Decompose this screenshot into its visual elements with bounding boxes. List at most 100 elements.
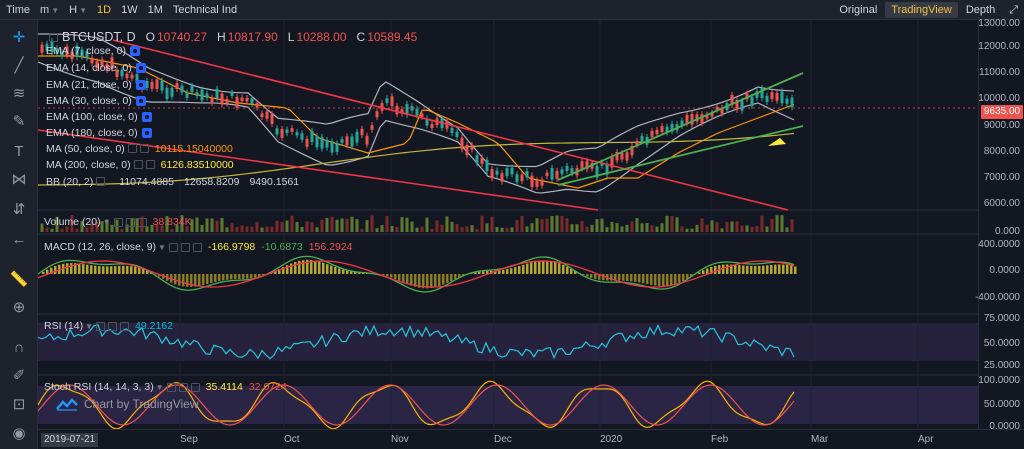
minutes-dropdown[interactable]: m ▼	[36, 2, 63, 18]
indicator-legend-ema7[interactable]: EMA (7, close, 0)	[46, 44, 140, 57]
interval-1w-button[interactable]: 1W	[121, 3, 138, 16]
close-icon[interactable]	[125, 217, 135, 227]
pencil-lock-icon[interactable]: ✐	[12, 367, 26, 384]
macd-legend[interactable]: MACD (12, 26, close, 9) ▼ -166.9798 -10.687…	[44, 241, 353, 253]
volume-bar	[55, 216, 59, 232]
interval-1d-button[interactable]: 1D	[97, 3, 112, 16]
close-value: 10589.45	[367, 30, 418, 44]
stoch-legend[interactable]: Stoch RSI (14, 14, 3, 3) ▼ 35.4114 32.0724	[44, 381, 287, 393]
volume-bar	[280, 221, 284, 232]
prediction-icon[interactable]: ⇵	[12, 201, 26, 218]
macd-hist-bar	[250, 274, 253, 279]
pattern-icon[interactable]: ⋈	[11, 171, 27, 188]
candle-body	[195, 92, 199, 97]
interval-1m-button[interactable]: 1M	[147, 3, 163, 16]
macd-hist-bar	[218, 274, 221, 282]
macd-hist-bar	[66, 263, 69, 274]
settings-icon[interactable]	[141, 111, 152, 122]
close-icon[interactable]	[108, 321, 118, 331]
chevron-down-icon[interactable]: ▼	[85, 321, 94, 331]
settings-icon[interactable]	[135, 79, 146, 90]
more-icon[interactable]	[120, 321, 130, 331]
volume-bar	[195, 217, 199, 232]
settings-icon[interactable]	[129, 45, 140, 56]
volume-bar	[470, 225, 474, 232]
candle-body	[270, 114, 274, 124]
volume-bar	[130, 218, 134, 232]
high-label: H	[217, 30, 226, 44]
close-icon[interactable]	[178, 382, 188, 392]
trendline-icon[interactable]: ╱	[14, 57, 24, 74]
chevron-down-icon[interactable]: ▼	[158, 242, 166, 252]
indicator-legend-ma200[interactable]: MA (200, close, 0) 6126.83510000	[46, 158, 234, 171]
candle-body	[55, 48, 59, 54]
technical-indicators-button[interactable]: Technical Ind	[172, 3, 238, 16]
time-axis[interactable]: 2019-07-21 Sep Oct Nov Dec 2020 Feb Mar …	[38, 429, 1024, 449]
macd-hist-bar	[502, 269, 505, 274]
brush-icon[interactable]: ✎	[12, 113, 26, 130]
volume-bar	[205, 218, 209, 232]
indicator-legend-ema100[interactable]: EMA (100, close, 0)	[46, 110, 152, 123]
more-icon[interactable]	[190, 382, 200, 392]
volume-bar	[50, 228, 54, 232]
indicator-legend-ema180[interactable]: EMA (180, close, 0)	[46, 126, 152, 139]
settings-icon[interactable]	[135, 95, 146, 106]
close-icon[interactable]	[139, 144, 149, 153]
collapse-icon[interactable]	[49, 32, 58, 42]
more-icon[interactable]	[192, 242, 202, 252]
macd-hist-bar	[142, 268, 145, 274]
time-tick: Oct	[284, 434, 300, 445]
fullscreen-icon[interactable]: ⤢	[1009, 3, 1018, 16]
macd-hist-bar	[450, 274, 453, 282]
macd-hist-bar	[126, 265, 129, 274]
candle-body	[85, 51, 89, 59]
fib-icon[interactable]: ≋	[12, 85, 26, 102]
settings-icon[interactable]	[141, 127, 152, 138]
settings-icon[interactable]	[133, 160, 143, 169]
indicator-legend-ma50[interactable]: MA (50, close, 0) 10115.15040000	[46, 142, 233, 155]
lock-icon[interactable]: ⊡	[12, 396, 26, 413]
macd-hist-bar	[138, 267, 141, 274]
view-original-button[interactable]: Original	[839, 3, 878, 16]
settings-icon[interactable]	[96, 321, 106, 331]
candle-body	[710, 113, 714, 117]
chevron-down-icon[interactable]: ▼	[155, 382, 164, 392]
close-icon[interactable]	[145, 160, 155, 169]
indicator-legend-bb[interactable]: BB (20, 2) 11074.4885 12658.8209 9490.1561	[46, 175, 299, 188]
more-icon[interactable]	[137, 217, 147, 227]
zoom-icon[interactable]: ⊕	[12, 299, 26, 316]
candle-body	[325, 140, 329, 148]
view-depth-button[interactable]: Depth	[965, 3, 996, 16]
price-scale[interactable]: 13000.00 12000.00 11000.00 10000.00 9000…	[975, 18, 1024, 432]
ruler-icon[interactable]: 📏	[9, 271, 29, 288]
settings-icon[interactable]	[135, 62, 146, 73]
chevron-down-icon[interactable]: ▼	[102, 217, 111, 227]
volume-bar	[305, 221, 309, 232]
text-icon[interactable]: T	[14, 143, 24, 160]
crosshair-icon[interactable]: ✛	[12, 29, 26, 46]
settings-icon[interactable]	[127, 144, 137, 153]
volume-bar	[510, 227, 514, 232]
chart-canvas[interactable]	[37, 20, 978, 430]
settings-icon[interactable]	[113, 217, 123, 227]
brand-watermark[interactable]: Chart by TradingView	[56, 397, 199, 411]
settings-icon[interactable]	[168, 242, 178, 252]
back-arrow-icon[interactable]: ←	[11, 231, 27, 248]
macd-hist-bar	[322, 262, 325, 274]
indicator-legend-ema21[interactable]: EMA (21, close, 0)	[46, 78, 146, 91]
macd-hist-bar	[650, 274, 653, 285]
volume-legend[interactable]: Volume (20) ▼ 38.834K	[44, 216, 192, 228]
eye-icon[interactable]: ◉	[12, 425, 26, 442]
view-tradingview-button[interactable]: TradingView	[885, 1, 958, 18]
indicator-legend-ema30[interactable]: EMA (30, close, 0)	[46, 94, 146, 107]
macd-hist-bar	[334, 267, 337, 274]
indicator-legend-ema14[interactable]: EMA (14, close, 0)	[46, 61, 146, 74]
macd-hist-bar	[710, 266, 713, 274]
settings-icon[interactable]	[166, 382, 176, 392]
macd-hist-bar	[342, 269, 345, 274]
hours-dropdown[interactable]: H ▼	[65, 2, 91, 18]
settings-icon[interactable]	[96, 177, 106, 186]
magnet-icon[interactable]: ∩	[13, 339, 25, 356]
close-icon[interactable]	[180, 242, 190, 252]
rsi-legend[interactable]: RSI (14) ▼ 49.2162	[44, 320, 173, 332]
